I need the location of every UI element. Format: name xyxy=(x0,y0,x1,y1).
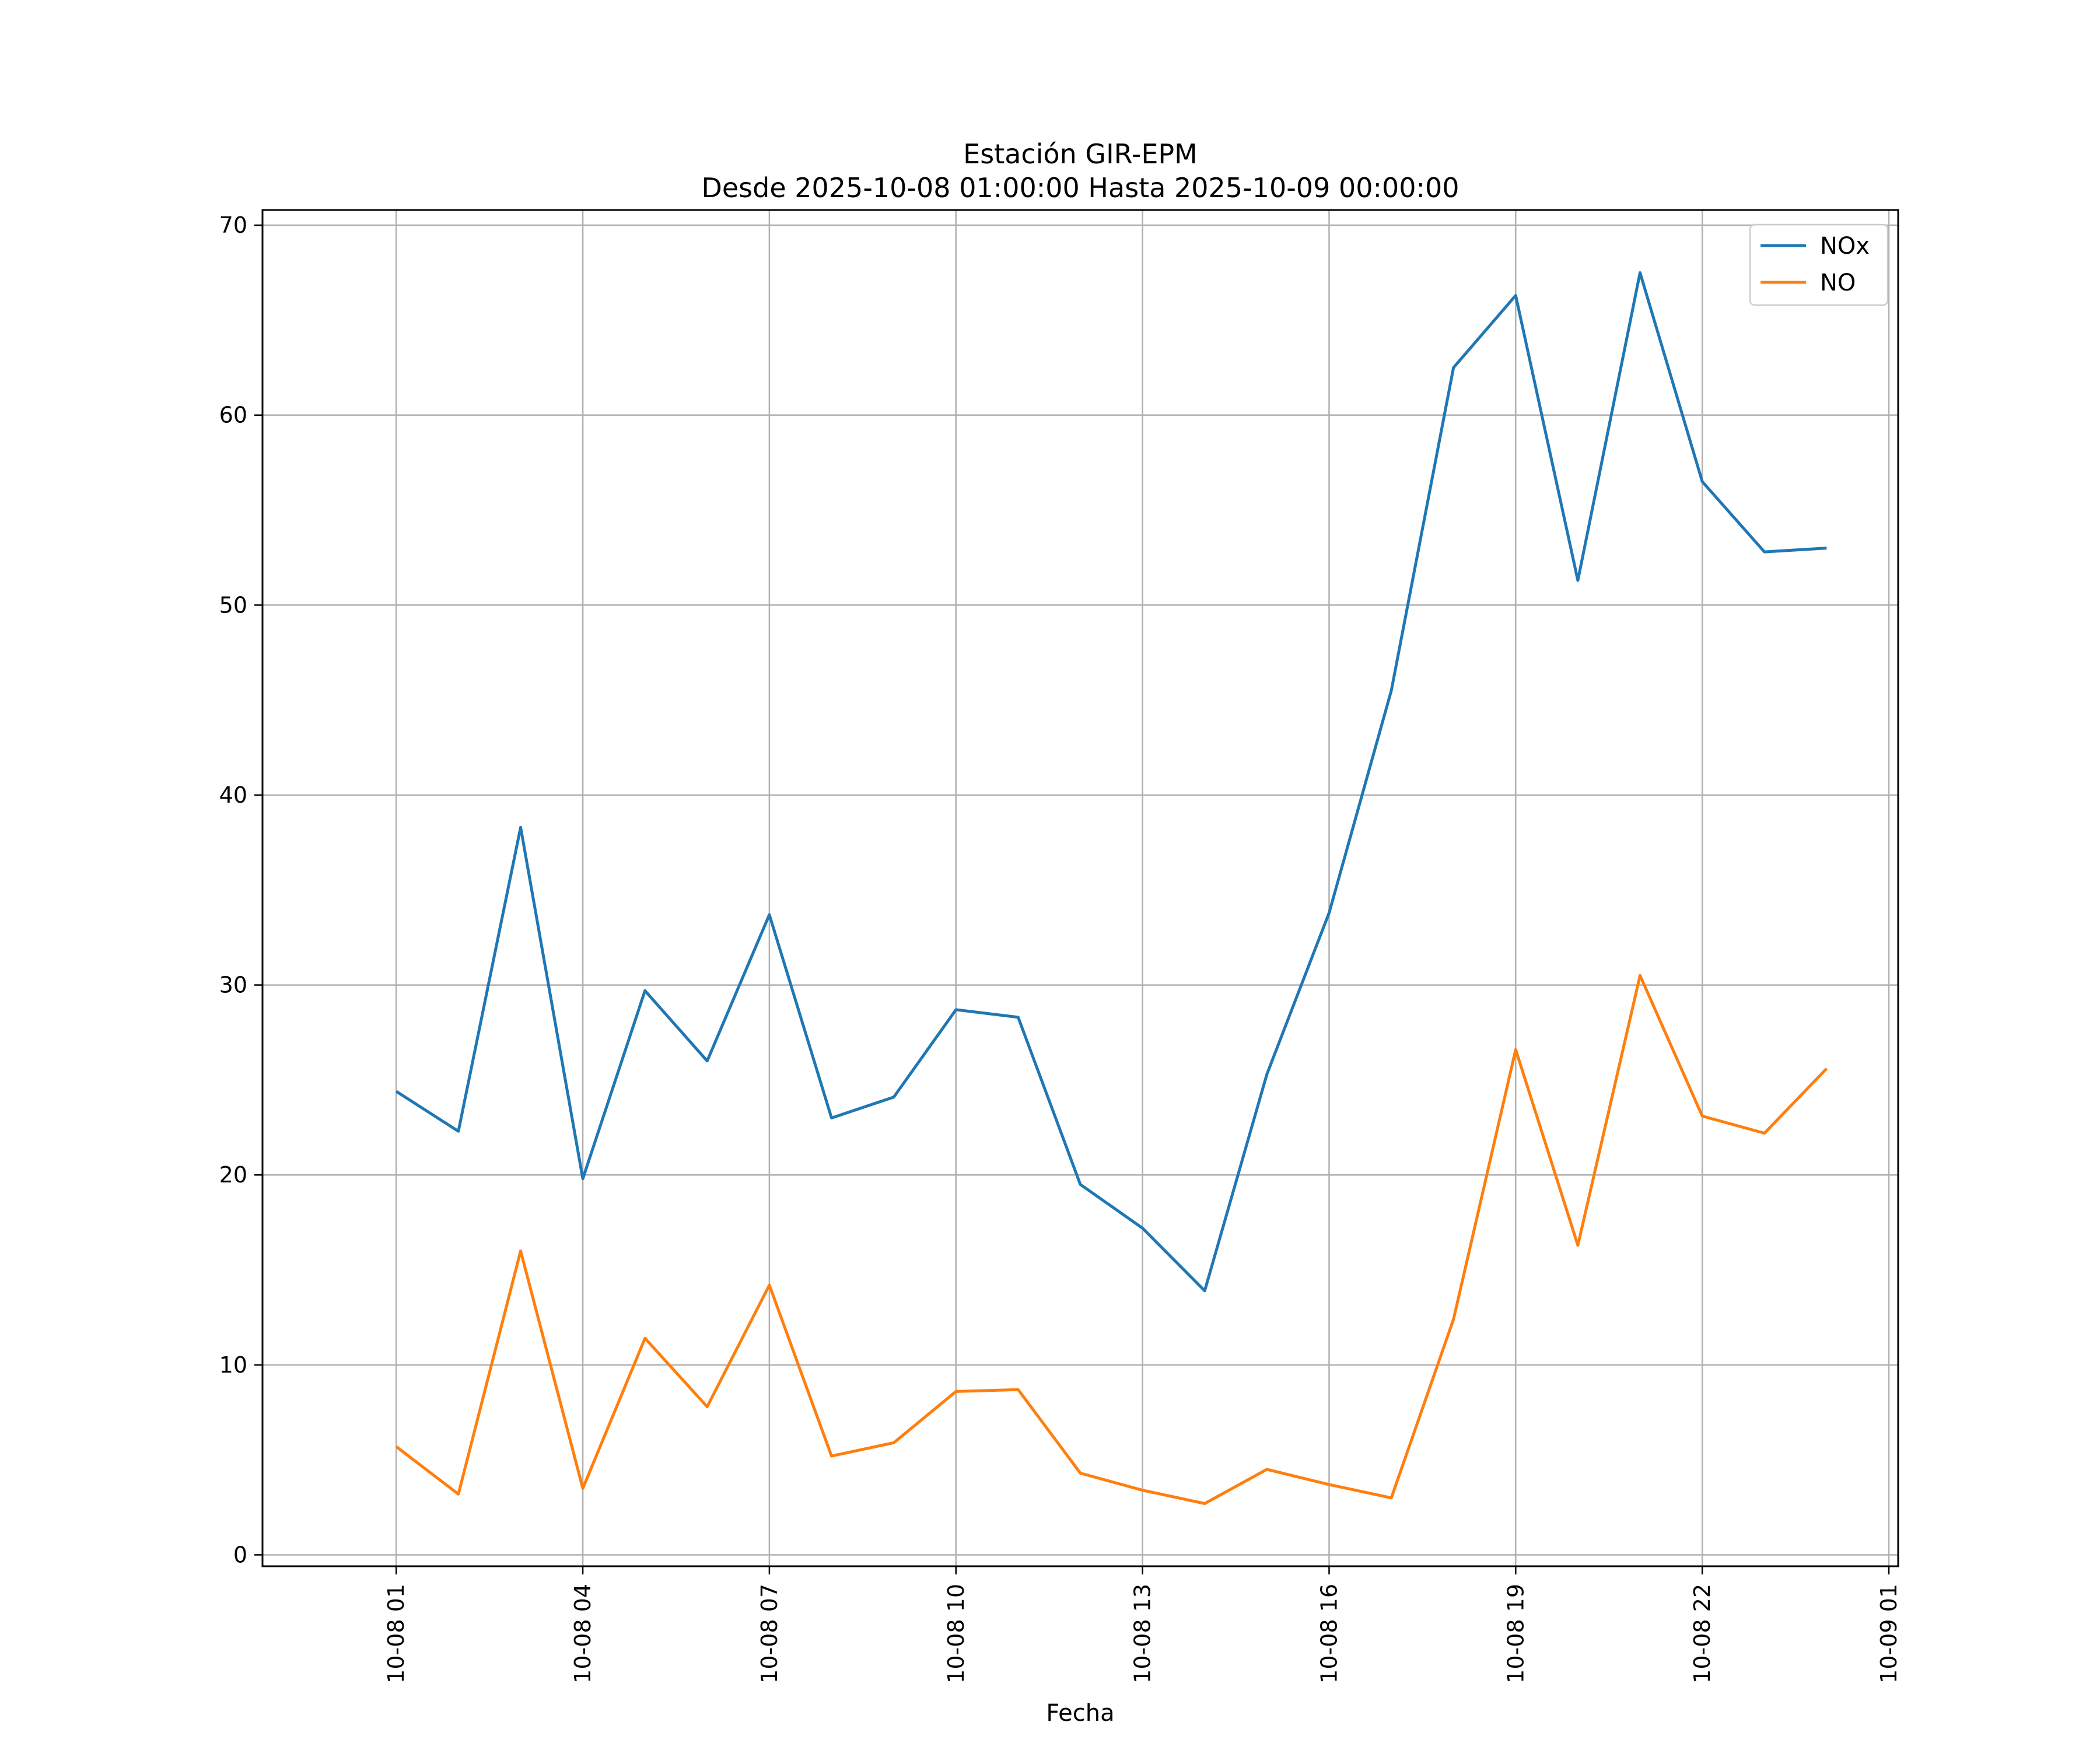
x-tick-label: 10-08 10 xyxy=(943,1584,969,1684)
legend: NOx NO xyxy=(1749,223,1889,306)
chart-title: Estación GIR-EPM xyxy=(963,138,1198,170)
x-tick-label: 10-08 01 xyxy=(383,1584,409,1684)
legend-label: NO xyxy=(1820,270,1856,296)
legend-label: NOx xyxy=(1820,233,1870,260)
grid xyxy=(262,210,1898,1566)
series-line-no xyxy=(395,974,1828,1505)
y-tick-label: 20 xyxy=(219,1162,247,1188)
y-tick-label: 40 xyxy=(219,782,247,808)
series-line-nox xyxy=(395,271,1827,1293)
series-layer xyxy=(395,271,1828,1505)
y-tick-label: 70 xyxy=(219,212,247,238)
x-axis: 10-08 01 10-08 04 10-08 07 10-08 10 10-08 13… xyxy=(383,1566,1902,1684)
plot-frame xyxy=(261,209,1899,1567)
x-tick-label: 10-08 04 xyxy=(570,1584,596,1684)
x-tick-label: 10-08 16 xyxy=(1316,1584,1342,1684)
y-tick-label: 10 xyxy=(219,1352,247,1378)
x-tick-label: 10-08 07 xyxy=(757,1584,782,1684)
x-tick-label: 10-08 19 xyxy=(1503,1584,1528,1684)
chart-subtitle: Desde 2025-10-08 01:00:00 Hasta 2025-10-… xyxy=(701,172,1459,204)
x-axis-label: Fecha xyxy=(1046,1700,1114,1727)
y-tick-label: 0 xyxy=(233,1542,247,1567)
x-tick-label: 10-08 13 xyxy=(1130,1584,1156,1684)
y-tick-label: 60 xyxy=(219,402,247,428)
y-axis: 0 10 20 30 40 50 60 70 xyxy=(219,212,262,1567)
x-tick-label: 10-09 01 xyxy=(1876,1584,1902,1684)
x-tick-label: 10-08 22 xyxy=(1689,1584,1715,1684)
y-tick-label: 30 xyxy=(219,972,247,998)
y-tick-label: 50 xyxy=(219,592,247,618)
